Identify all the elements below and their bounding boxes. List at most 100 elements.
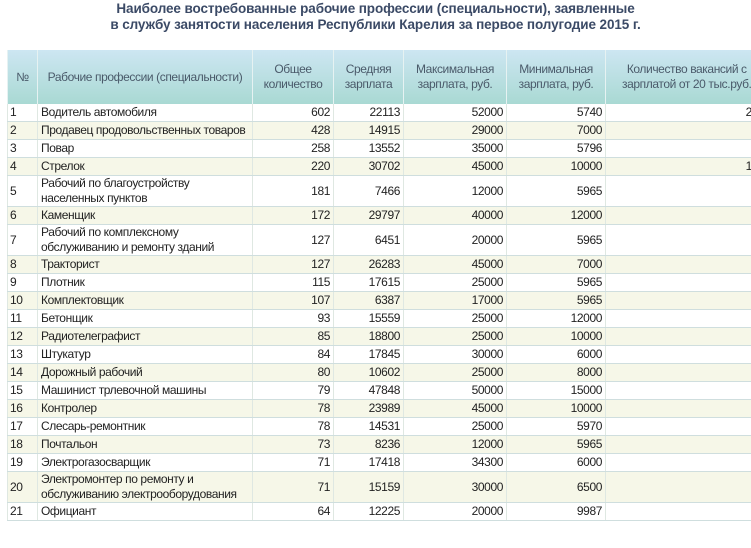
cell-avg-salary: 17845	[333, 345, 404, 364]
cell-min-salary: 5965	[506, 291, 606, 310]
cell-min-salary: 5740	[506, 104, 606, 122]
cell-max-salary: 45000	[403, 399, 507, 418]
cell-vacancies-20k: 0	[605, 175, 751, 207]
cell-profession: Машинист трлевочной машины	[37, 381, 253, 400]
cell-number: 6	[7, 206, 38, 225]
column-header-max-salary: Максимальная зарплата, руб.	[403, 50, 507, 104]
cell-total: 78	[252, 417, 334, 436]
table-row: 6Каменщик17229797400001200087	[7, 206, 751, 225]
cell-total: 71	[252, 453, 334, 472]
cell-min-salary: 5965	[506, 224, 606, 256]
cell-vacancies-20k: 17	[605, 471, 751, 503]
cell-profession: Радиотелеграфист	[37, 327, 253, 346]
cell-vacancies-20k: 175	[605, 157, 751, 176]
cell-profession: Каменщик	[37, 206, 253, 225]
cell-avg-salary: 47848	[333, 381, 404, 400]
table-row: 15 Машинист трлевочной машины 79 47848 50000…	[7, 381, 751, 400]
cell-avg-salary: 13552	[333, 139, 404, 158]
cell-profession: Плотник	[37, 273, 253, 292]
cell-min-salary: 10000	[506, 157, 606, 176]
cell-avg-salary: 15559	[333, 309, 404, 328]
cell-total: 172	[252, 206, 334, 225]
cell-min-salary: 7000	[506, 255, 606, 274]
cell-total: 78	[252, 399, 334, 418]
cell-profession: Контролер	[37, 399, 253, 418]
cell-total: 73	[252, 435, 334, 454]
cell-number: 17	[7, 417, 38, 436]
cell-vacancies-20k: 42	[605, 273, 751, 292]
cell-avg-salary: 7466	[333, 175, 404, 207]
cell-vacancies-20k: 0	[605, 291, 751, 310]
cell-max-salary: 25000	[403, 309, 507, 328]
cell-number: 2	[7, 121, 38, 140]
cell-max-salary: 52000	[403, 104, 507, 122]
table-row: 16Контролер7823989450001000043	[7, 399, 751, 418]
cell-min-salary: 12000	[506, 309, 606, 328]
cell-max-salary: 12000	[403, 175, 507, 207]
column-header-avg-salary: Средняя зарплата	[333, 50, 404, 104]
table-row: 10Комплектовщик10763871700059650	[7, 291, 751, 310]
cell-vacancies-20k: 78	[605, 381, 751, 400]
cell-max-salary: 12000	[403, 435, 507, 454]
cell-number: 14	[7, 363, 38, 382]
cell-max-salary: 20000	[403, 502, 507, 521]
cell-avg-salary: 22113	[333, 104, 404, 122]
cell-min-salary: 10000	[506, 327, 606, 346]
cell-max-salary: 25000	[403, 417, 507, 436]
cell-avg-salary: 18800	[333, 327, 404, 346]
cell-vacancies-20k: 43	[605, 399, 751, 418]
cell-profession: Комплектовщик	[37, 291, 253, 310]
cell-number: 19	[7, 453, 38, 472]
cell-number: 12	[7, 327, 38, 346]
cell-max-salary: 45000	[403, 157, 507, 176]
cell-total: 115	[252, 273, 334, 292]
title-line-2: в службу занятости населения Республики …	[110, 17, 641, 32]
cell-max-salary: 20000	[403, 224, 507, 256]
cell-avg-salary: 14531	[333, 417, 404, 436]
cell-vacancies-20k: 22	[605, 309, 751, 328]
cell-profession: Слесарь-ремонтник	[37, 417, 253, 436]
cell-avg-salary: 15159	[333, 471, 404, 503]
table-row: 20 Электромонтер по ремонту и обслуживани…	[7, 471, 751, 503]
table-row: 5 Рабочий по благоустройству населенных п…	[7, 175, 751, 207]
cell-total: 602	[252, 104, 334, 122]
cell-max-salary: 25000	[403, 273, 507, 292]
cell-vacancies-20k: 87	[605, 206, 751, 225]
cell-vacancies-20k: 19	[605, 453, 751, 472]
table-row: 9Плотник1151761525000596542	[7, 273, 751, 292]
cell-vacancies-20k: 295	[605, 104, 751, 122]
cell-number: 21	[7, 502, 38, 521]
cell-profession: Повар	[37, 139, 253, 158]
table-header-row: № Рабочие профессии (специальности) Обще…	[7, 50, 751, 104]
cell-profession: Бетонщик	[37, 309, 253, 328]
cell-max-salary: 34300	[403, 453, 507, 472]
cell-avg-salary: 12225	[333, 502, 404, 521]
cell-number: 9	[7, 273, 38, 292]
cell-avg-salary: 17615	[333, 273, 404, 292]
cell-avg-salary: 30702	[333, 157, 404, 176]
cell-profession: Рабочий по комплексному обслуживанию и р…	[37, 224, 253, 256]
table-row: 4Стрелок220307024500010000175	[7, 157, 751, 176]
cell-number: 5	[7, 175, 38, 207]
cell-total: 181	[252, 175, 334, 207]
cell-number: 11	[7, 309, 38, 328]
cell-total: 80	[252, 363, 334, 382]
cell-profession: Продавец продовольственных товаров	[37, 121, 253, 140]
cell-min-salary: 5965	[506, 435, 606, 454]
page-title: Наиболее востребованные рабочие професси…	[0, 1, 751, 33]
cell-total: 93	[252, 309, 334, 328]
cell-max-salary: 30000	[403, 345, 507, 364]
cell-number: 16	[7, 399, 38, 418]
cell-avg-salary: 14915	[333, 121, 404, 140]
table-row: 13Штукатур841784530000600028	[7, 345, 751, 364]
cell-total: 84	[252, 345, 334, 364]
cell-min-salary: 5796	[506, 139, 606, 158]
cell-total: 71	[252, 471, 334, 503]
table-row: 11Бетонщик9315559250001200022	[7, 309, 751, 328]
cell-avg-salary: 17418	[333, 453, 404, 472]
cell-min-salary: 5965	[506, 175, 606, 207]
cell-min-salary: 5965	[506, 273, 606, 292]
